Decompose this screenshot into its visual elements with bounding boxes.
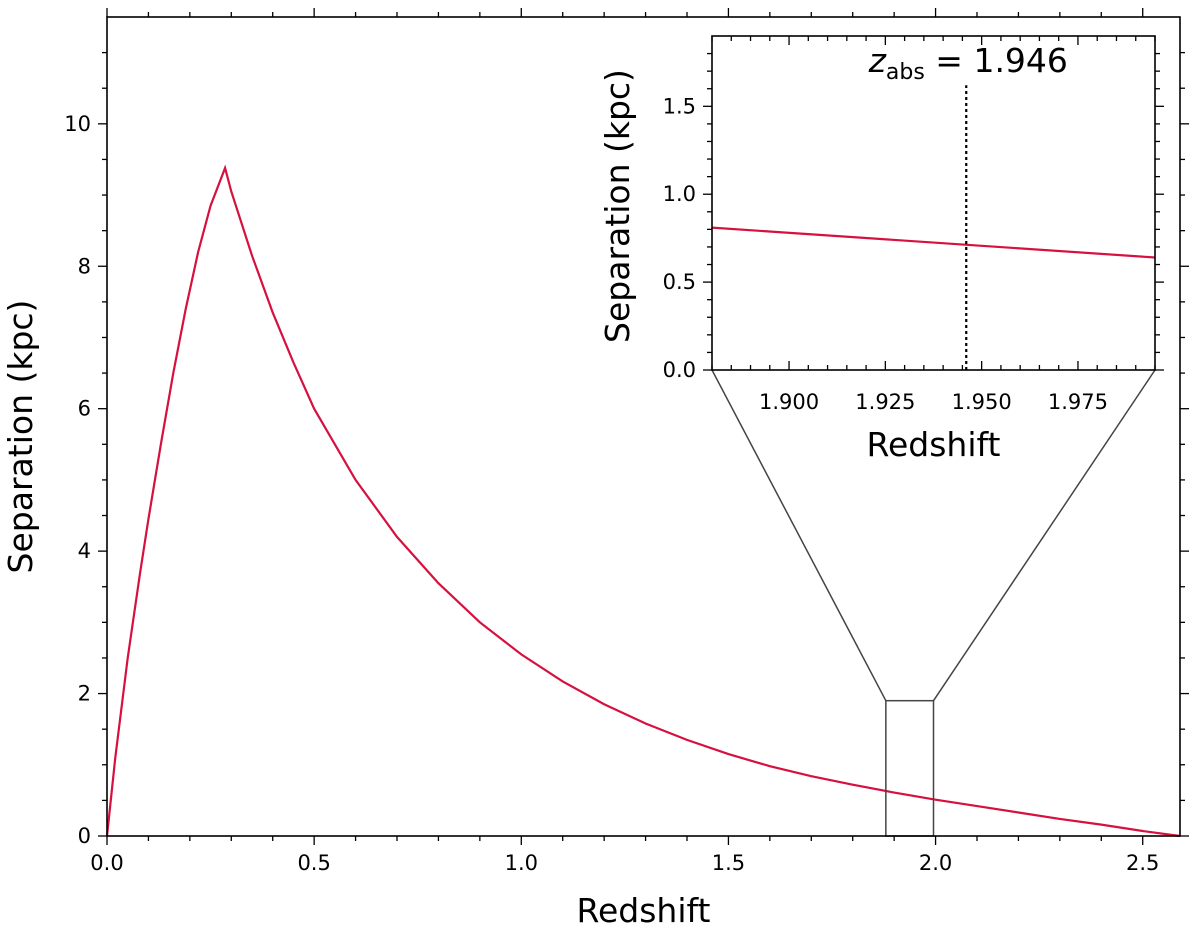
inset-axis-ticks — [703, 36, 1164, 371]
main-x-tick-label: 0.5 — [297, 851, 330, 875]
main-y-tick-label: 6 — [78, 397, 91, 421]
inset-background — [712, 36, 1155, 370]
inset-x-axis-label: Redshift — [867, 425, 1001, 464]
main-x-axis-label: Redshift — [577, 891, 711, 929]
inset-y-tick-label: 1.0 — [663, 182, 696, 206]
main-x-tick-label: 0.0 — [90, 851, 123, 875]
main-y-axis-label: Separation (kpc) — [1, 300, 40, 574]
inset-series-line — [711, 226, 1156, 259]
inset-y-tick-label: 0.0 — [663, 358, 696, 382]
main-x-tick-label: 1.5 — [712, 851, 745, 875]
main-tick-labels: 0.0 0.5 1.0 1.5 2.0 2.5 0 2 4 6 8 10 — [64, 112, 1159, 875]
inset-x-tick-label: 1.975 — [1048, 390, 1108, 414]
inset-y-tick-label: 0.5 — [663, 270, 696, 294]
main-x-tick-label: 1.0 — [505, 851, 538, 875]
inset-y-tick-label: 1.5 — [663, 94, 696, 118]
inset-x-tick-label: 1.950 — [952, 390, 1012, 414]
main-y-tick-label: 8 — [78, 254, 91, 278]
zoom-connector-left — [711, 369, 887, 702]
inset-y-axis-label: Separation (kpc) — [598, 69, 637, 343]
main-y-tick-label: 0 — [78, 824, 91, 848]
inset-x-tick-label: 1.900 — [759, 390, 819, 414]
inset-tick-labels: 1.900 1.925 1.950 1.975 0.0 0.5 1.0 1.5 — [663, 94, 1108, 414]
main-y-tick-label: 2 — [78, 682, 91, 706]
inset-x-tick-label: 1.925 — [855, 390, 915, 414]
main-series-line — [105, 164, 1181, 838]
zoom-connector-right — [932, 369, 1156, 702]
main-x-tick-label: 2.0 — [919, 851, 952, 875]
main-axis-ticks — [98, 8, 1189, 845]
main-y-tick-label: 4 — [78, 539, 91, 563]
zabs-annotation: zabs = 1.946 — [868, 41, 1068, 85]
main-plot-frame — [106, 16, 1181, 837]
main-x-tick-label: 2.5 — [1126, 851, 1159, 875]
zoom-box — [885, 699, 935, 837]
main-y-tick-label: 10 — [64, 112, 91, 136]
inset-plot-frame — [711, 35, 1156, 371]
